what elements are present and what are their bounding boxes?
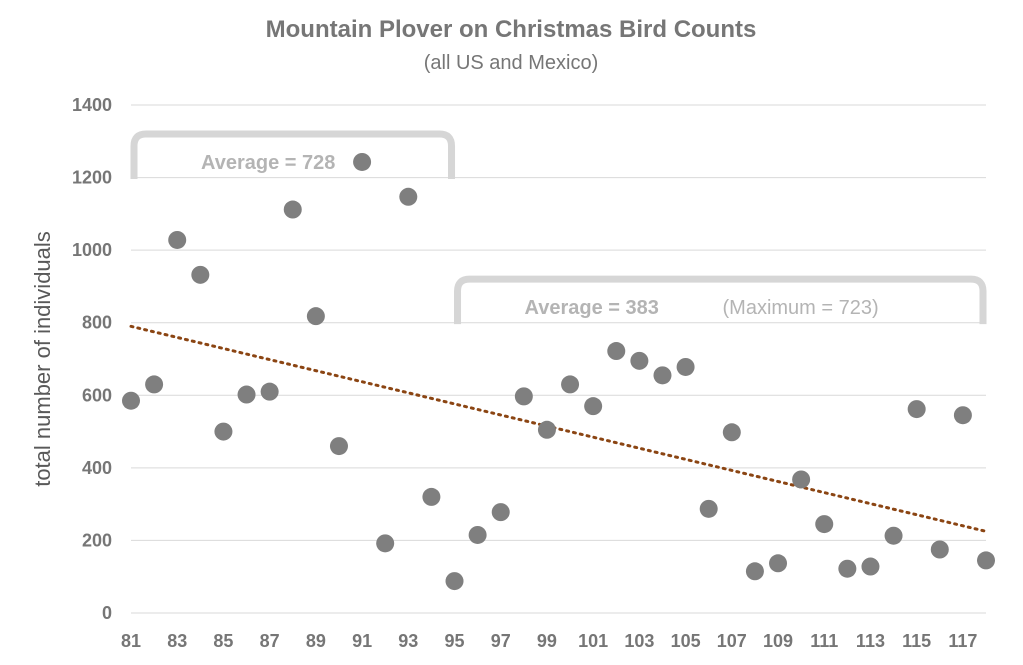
data-point-81 <box>122 391 140 410</box>
data-point-97 <box>491 503 510 522</box>
data-point-91 <box>353 152 372 171</box>
x-tick-115: 115 <box>902 631 931 651</box>
data-point-114 <box>884 526 903 545</box>
data-point-112 <box>838 559 857 578</box>
x-tick-103: 103 <box>624 631 654 651</box>
data-point-82 <box>145 375 164 394</box>
data-point-98 <box>514 387 533 406</box>
data-point-113 <box>861 557 880 576</box>
chart-title: Mountain Plover on Christmas Bird Counts <box>266 16 757 43</box>
annotations: Average = 728 Average = 383 (Maximum = 723… <box>130 130 987 325</box>
data-point-109 <box>769 554 788 573</box>
y-tick-1000: 1000 <box>72 240 112 260</box>
y-tick-600: 600 <box>82 385 112 405</box>
data-point-93 <box>399 187 418 206</box>
data-point-106 <box>699 499 718 518</box>
data-point-110 <box>792 470 811 489</box>
x-tick-labels: 81 83 85 87 89 91 93 95 97 99 101 103 105 107 109 111 11… <box>121 631 977 651</box>
x-tick-105: 105 <box>671 631 701 651</box>
annotation-bracket-1 <box>130 130 456 180</box>
x-tick-107: 107 <box>717 631 747 651</box>
data-point-100 <box>561 375 580 394</box>
y-tick-1400: 1400 <box>72 95 112 115</box>
grid-lines <box>131 104 986 614</box>
y-tick-800: 800 <box>82 313 112 333</box>
data-point-102 <box>607 342 626 361</box>
data-point-103 <box>630 351 649 370</box>
annotation-bracket-2 <box>454 275 987 325</box>
trendline-layer <box>129 324 988 533</box>
x-tick-95: 95 <box>444 631 464 651</box>
data-point-92 <box>376 534 395 553</box>
y-tick-1200: 1200 <box>72 168 112 188</box>
x-tick-81: 81 <box>121 631 141 651</box>
y-axis-label: total number of individuals <box>30 231 55 487</box>
data-point-85 <box>214 422 233 441</box>
data-point-117 <box>953 406 972 425</box>
data-point-89 <box>306 307 325 326</box>
data-point-86 <box>237 385 256 404</box>
y-tick-400: 400 <box>82 458 112 478</box>
data-point-105 <box>676 357 695 376</box>
data-point-108 <box>745 562 764 581</box>
x-tick-93: 93 <box>398 631 418 651</box>
data-point-96 <box>468 525 487 544</box>
data-point-83 <box>168 230 187 249</box>
data-point-104 <box>653 366 672 385</box>
data-point-94 <box>422 487 441 506</box>
data-point-116 <box>930 540 949 559</box>
chart-subtitle: (all US and Mexico) <box>424 52 599 74</box>
x-tick-113: 113 <box>856 631 885 651</box>
data-point-101 <box>584 397 603 416</box>
data-point-84 <box>191 265 210 284</box>
x-tick-109: 109 <box>763 631 793 651</box>
trendline <box>129 324 988 533</box>
x-tick-101: 101 <box>578 631 608 651</box>
annotation-extra-2: (Maximum = 723) <box>723 297 879 319</box>
x-tick-111: 111 <box>810 631 838 651</box>
data-points <box>122 152 995 591</box>
x-tick-117: 117 <box>948 631 977 651</box>
y-tick-200: 200 <box>82 530 112 550</box>
y-tick-labels: 0 200 400 600 800 1000 1200 1400 <box>72 95 112 623</box>
data-point-115 <box>907 400 926 419</box>
data-point-107 <box>722 423 741 442</box>
data-point-118 <box>977 551 995 570</box>
data-point-95 <box>445 572 464 591</box>
data-point-90 <box>329 437 348 456</box>
x-tick-97: 97 <box>491 631 511 651</box>
x-tick-83: 83 <box>167 631 187 651</box>
data-point-99 <box>537 420 556 439</box>
x-tick-91: 91 <box>352 631 372 651</box>
data-point-87 <box>260 382 279 401</box>
y-tick-0: 0 <box>102 603 112 623</box>
x-tick-89: 89 <box>306 631 326 651</box>
x-tick-99: 99 <box>537 631 557 651</box>
x-tick-85: 85 <box>213 631 233 651</box>
annotation-label-2: Average = 383 <box>525 297 659 319</box>
annotation-label-1: Average = 728 <box>201 152 335 174</box>
x-tick-87: 87 <box>260 631 280 651</box>
data-point-111 <box>815 515 834 534</box>
data-point-88 <box>283 200 302 219</box>
